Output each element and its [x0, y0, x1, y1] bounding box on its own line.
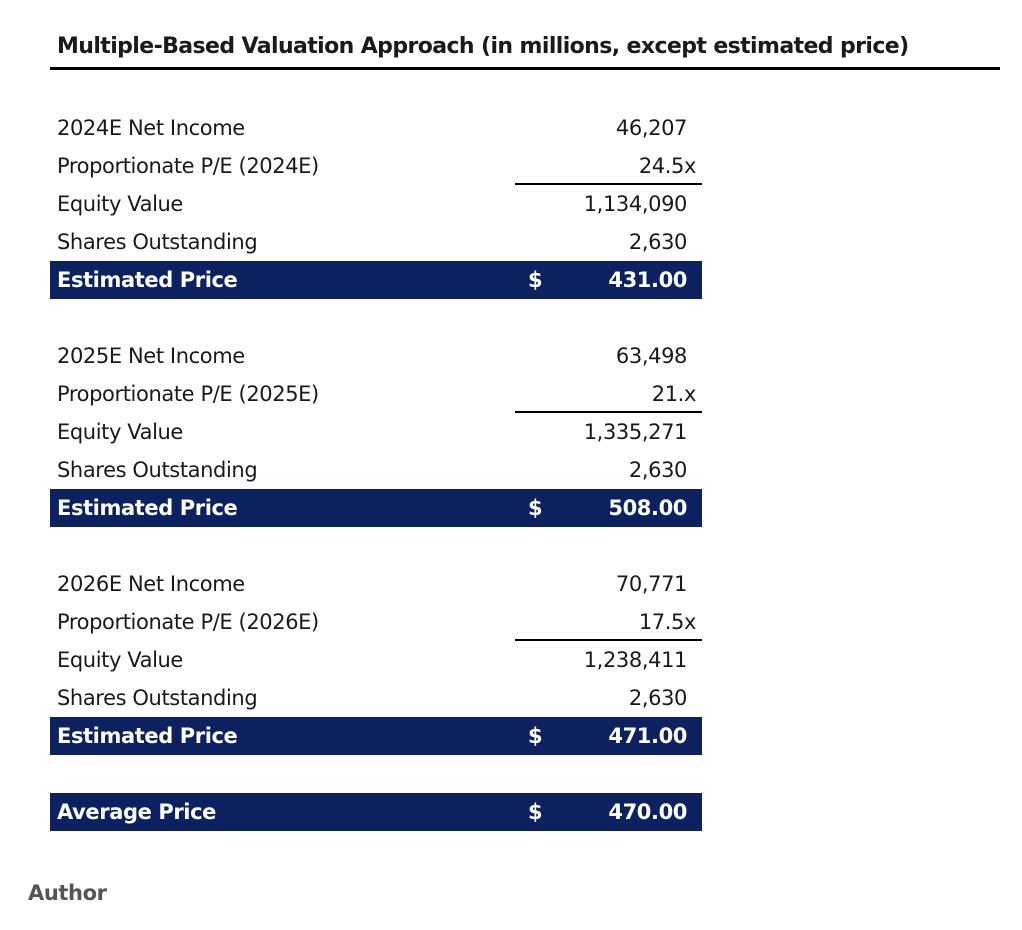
- pe-row-2024: Proportionate P/E (2024E) 24.5x: [50, 147, 702, 185]
- row-label: Equity Value: [57, 420, 183, 444]
- row-value: 431.00: [608, 268, 687, 292]
- row-value: 2,630: [628, 686, 688, 710]
- row-value: 70,771: [615, 572, 687, 596]
- equity-value-row-2026: Equity Value 1,238,411: [50, 641, 702, 679]
- estimated-price-row-2024: Estimated Price $ 431.00: [50, 261, 702, 299]
- row-label: 2024E Net Income: [57, 116, 245, 140]
- row-label: Shares Outstanding: [57, 230, 258, 254]
- image-credit: Author: [28, 881, 107, 905]
- equity-value-row-2025: Equity Value 1,335,271: [50, 413, 702, 451]
- estimated-price-row-2025: Estimated Price $ 508.00: [50, 489, 702, 527]
- title-divider: [50, 67, 1000, 70]
- row-value: 24.5x: [638, 154, 697, 178]
- net-income-row-2026: 2026E Net Income 70,771: [50, 565, 702, 603]
- row-value: 46,207: [615, 116, 687, 140]
- pe-row-2026: Proportionate P/E (2026E) 17.5x: [50, 603, 702, 641]
- currency-symbol: $: [528, 724, 543, 748]
- row-label: Proportionate P/E (2024E): [57, 154, 319, 178]
- row-value: 21.x: [651, 382, 697, 406]
- row-value: 2,630: [628, 458, 688, 482]
- currency-symbol: $: [528, 268, 543, 292]
- row-value: 2,630: [628, 230, 688, 254]
- row-value: 63,498: [615, 344, 687, 368]
- row-label: 2025E Net Income: [57, 344, 245, 368]
- table-title: Multiple-Based Valuation Approach (in mi…: [57, 34, 909, 59]
- row-label: Proportionate P/E (2025E): [57, 382, 319, 406]
- row-label: Equity Value: [57, 192, 183, 216]
- row-value: 471.00: [608, 724, 687, 748]
- shares-outstanding-row-2024: Shares Outstanding 2,630: [50, 223, 702, 261]
- row-value: 1,134,090: [583, 192, 688, 216]
- row-label: Equity Value: [57, 648, 183, 672]
- row-label: Average Price: [57, 800, 216, 824]
- pe-row-2025: Proportionate P/E (2025E) 21.x: [50, 375, 702, 413]
- row-label: Estimated Price: [57, 724, 238, 748]
- currency-symbol: $: [528, 800, 543, 824]
- row-value: 1,238,411: [583, 648, 688, 672]
- currency-symbol: $: [528, 496, 543, 520]
- row-label: Proportionate P/E (2026E): [57, 610, 319, 634]
- row-label: Estimated Price: [57, 496, 238, 520]
- shares-outstanding-row-2025: Shares Outstanding 2,630: [50, 451, 702, 489]
- estimated-price-row-2026: Estimated Price $ 471.00: [50, 717, 702, 755]
- row-label: Estimated Price: [57, 268, 238, 292]
- row-value: 17.5x: [638, 610, 697, 634]
- row-value: 1,335,271: [583, 420, 688, 444]
- net-income-row-2024: 2024E Net Income 46,207: [50, 109, 702, 147]
- shares-outstanding-row-2026: Shares Outstanding 2,630: [50, 679, 702, 717]
- row-label: 2026E Net Income: [57, 572, 245, 596]
- row-value: 508.00: [608, 496, 687, 520]
- row-value: 470.00: [608, 800, 687, 824]
- row-label: Shares Outstanding: [57, 458, 258, 482]
- average-price-row: Average Price $ 470.00: [50, 793, 702, 831]
- row-label: Shares Outstanding: [57, 686, 258, 710]
- equity-value-row-2024: Equity Value 1,134,090: [50, 185, 702, 223]
- net-income-row-2025: 2025E Net Income 63,498: [50, 337, 702, 375]
